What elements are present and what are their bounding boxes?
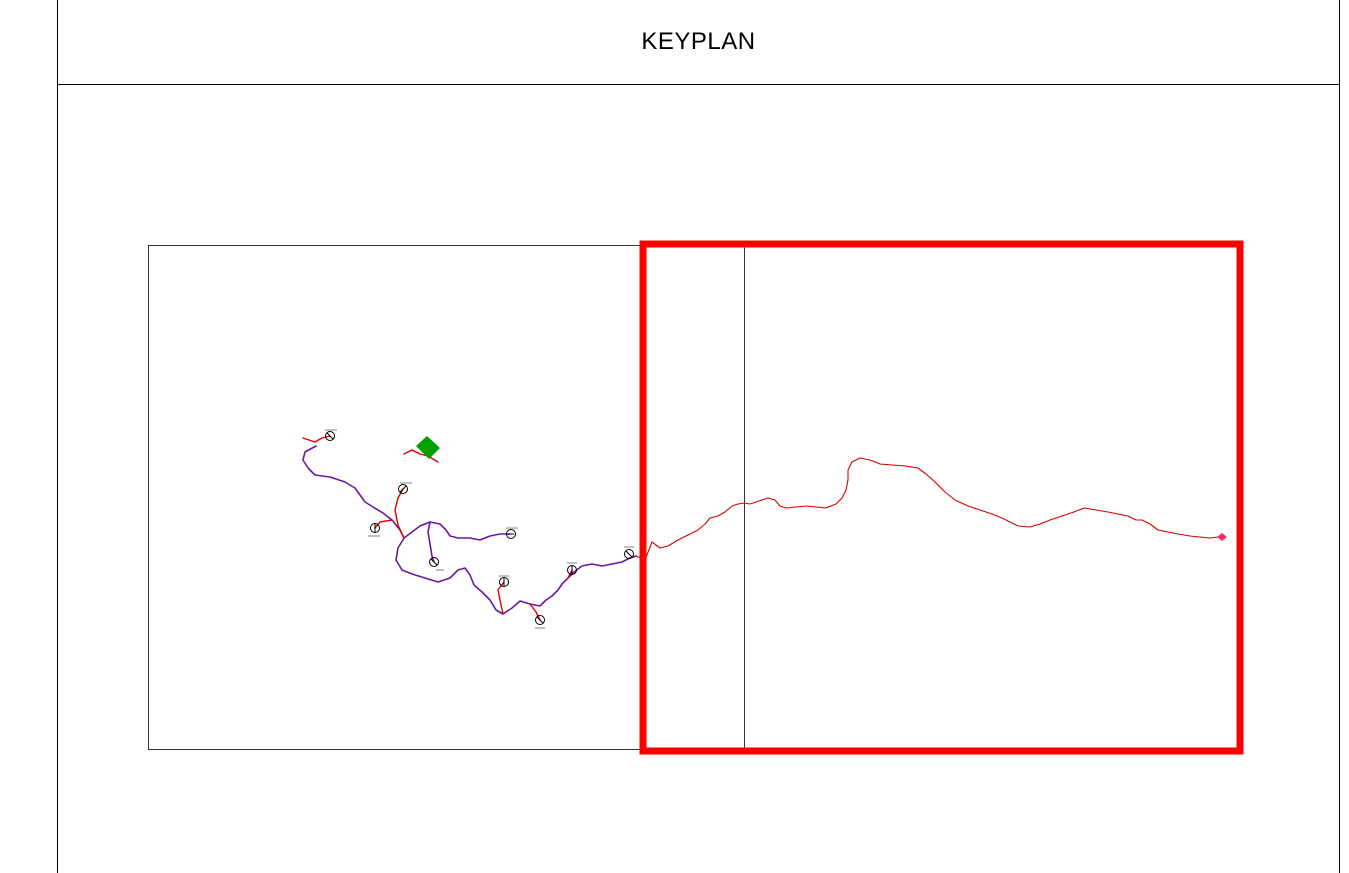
spur-site: [403, 449, 439, 463]
keyplan-sheet: KEYPLAN: [57, 0, 1340, 873]
route-loop-inner: [427, 521, 435, 563]
route-main-east: [635, 457, 1219, 561]
stations: [325, 429, 634, 629]
station-marker: [506, 527, 518, 539]
route-network: [302, 435, 1219, 621]
station-marker: [368, 523, 380, 537]
station-marker: [398, 482, 412, 494]
station-marker: [429, 557, 444, 571]
station-marker: [499, 575, 509, 587]
spur-south-2: [529, 603, 541, 621]
sheet-1-frame: [148, 245, 643, 750]
spur-west: [374, 519, 393, 529]
keyplan-title: KEYPLAN: [641, 28, 756, 55]
station-marker: [325, 429, 337, 441]
site-marker: [416, 436, 440, 459]
route-loop-north: [403, 521, 511, 541]
spur-north: [394, 488, 405, 539]
highlighted-sheet-frame: [639, 240, 1244, 755]
station-marker: [535, 615, 545, 629]
endpoint-marker: [1217, 533, 1227, 541]
station-marker: [624, 546, 634, 559]
keyplan-title-bar: KEYPLAN: [58, 0, 1339, 85]
station-marker: [567, 562, 577, 575]
route-trunk-west: [302, 445, 637, 615]
